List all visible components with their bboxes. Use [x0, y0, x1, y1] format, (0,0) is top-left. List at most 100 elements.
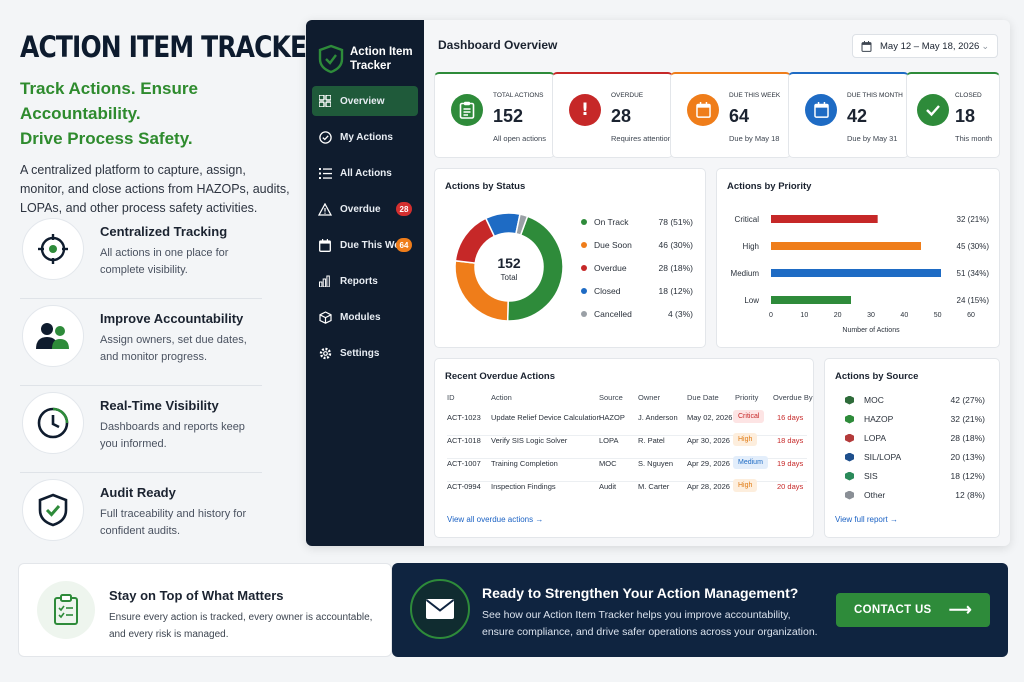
view-full-report-link[interactable]: View full report → [835, 515, 898, 524]
calendar-icon [861, 40, 872, 52]
x-tick-label: 60 [967, 312, 975, 319]
legend-value: 18 (12%) [658, 286, 694, 296]
table-row[interactable]: ACT-0994 Inspection Findings Audit M. Ca… [447, 479, 807, 505]
list-icon [318, 166, 332, 180]
sidebar-item-due-this-week[interactable]: Due This Week 64 [312, 230, 418, 260]
brand-line2: Tracker [350, 60, 391, 72]
priority-bar-chart: Critical 32 (21%) High 45 (30%) Medium 51 (34… [731, 215, 990, 334]
priority-badge: Medium [733, 456, 768, 469]
feature-title: Centralized Tracking [100, 224, 228, 239]
view-all-overdue-link[interactable]: View all overdue actions → [447, 515, 544, 524]
source-item: SIL/LOPA 20 (13%) [845, 452, 985, 462]
legend-dot [581, 242, 587, 248]
cell-owner: M. Carter [638, 482, 670, 491]
tagline-line2: Drive Process Safety. [20, 129, 193, 148]
kpi-due-this-month[interactable]: DUE THIS MONTH 42 Due by May 31 [788, 72, 909, 158]
cell-overdue: 18 days [777, 436, 804, 445]
col-header: Priority [735, 393, 759, 402]
kpi-sub: Requires attention [611, 134, 672, 143]
cube-icon [318, 310, 332, 324]
kpi-overdue[interactable]: ! OVERDUE 28 Requires attention [552, 72, 673, 158]
donut-center-value: 152 [497, 255, 521, 271]
kpi-sub: This month [955, 134, 993, 143]
kpi-total-actions[interactable]: TOTAL ACTIONS 152 All open actions [434, 72, 555, 158]
category-label: Critical [735, 215, 760, 224]
sidebar-item-modules[interactable]: Modules [312, 302, 418, 332]
category-label: Medium [731, 269, 760, 278]
kpi-closed[interactable]: CLOSED 18 This month [906, 72, 1000, 158]
source-label: LOPA [864, 433, 887, 443]
cell-id: ACT-1023 [447, 413, 481, 422]
banner-title: Ready to Strengthen Your Action Manageme… [482, 585, 799, 601]
x-tick-label: 30 [867, 312, 875, 319]
source-value: 28 (18%) [950, 433, 986, 443]
donut-slice-on-track[interactable] [506, 215, 564, 322]
feature-title: Real-Time Visibility [100, 398, 219, 413]
kpi-due-this-week[interactable]: DUE THIS WEEK 64 Due by May 18 [670, 72, 791, 158]
legend-item: Closed 18 (12%) [581, 286, 693, 296]
kpi-sub: All open actions [493, 134, 546, 143]
table-row[interactable]: ACT-1018 Verify SIS Logic Solver LOPA R.… [447, 433, 807, 459]
arrow-right-icon: ⟶ [948, 602, 972, 619]
hexagon-icon [845, 490, 854, 500]
donut-slice-cancelled[interactable] [515, 213, 529, 237]
chart-title: Actions by Priority [727, 181, 812, 192]
legend-label: Cancelled [594, 309, 632, 319]
sidebar-item-settings[interactable]: Settings [312, 338, 418, 368]
kpi-value: 42 [847, 106, 868, 126]
status-donut [454, 212, 564, 322]
x-tick-label: 50 [934, 312, 942, 319]
status-panel: Actions by Status 152 Total On Track 78 (… [434, 168, 706, 348]
sidebar-item-overview[interactable]: Overview [312, 86, 418, 116]
table-row[interactable]: ACT-1007 Training Completion MOC S. Nguy… [447, 456, 807, 482]
sidebar-item-my-actions[interactable]: My Actions [312, 122, 418, 152]
cell-source: HAZOP [599, 413, 625, 422]
bar-medium [771, 269, 941, 277]
col-header: Owner [638, 393, 661, 402]
sidebar-item-overdue[interactable]: Overdue 28 [312, 194, 418, 224]
feature-item: Audit Ready Full traceability and histor… [20, 473, 262, 560]
kpi-value: 64 [729, 106, 750, 126]
table-header: ID Action Source Owner Due Date Priority… [447, 393, 813, 407]
legend-dot [581, 288, 587, 294]
cell-action: Training Completion [491, 459, 558, 468]
tagline: Track Actions. Ensure Accountability. Dr… [20, 76, 290, 151]
cell-owner: J. Anderson [638, 413, 678, 422]
users-icon [22, 305, 84, 367]
cell-due: Apr 30, 2026 [687, 436, 730, 445]
cell-id: ACT-0994 [447, 482, 481, 491]
page-title: ACTION ITEM TRACKER [20, 30, 325, 64]
cell-owner: R. Patel [638, 436, 665, 445]
brand[interactable]: Action Item Tracker [306, 20, 424, 86]
contact-us-button[interactable]: CONTACT US ⟶ [836, 593, 990, 627]
col-header: Source [599, 393, 623, 402]
stay-on-top-banner: Stay on Top of What Matters Ensure every… [18, 563, 392, 657]
calendar-icon [805, 94, 837, 126]
legend-value: 46 (30%) [658, 240, 694, 250]
bar-value-label: 45 (30%) [957, 242, 990, 251]
x-tick-label: 10 [800, 312, 808, 319]
sidebar-item-all-actions[interactable]: All Actions [312, 158, 418, 188]
legend-dot [581, 219, 587, 225]
contact-us-label: CONTACT US [854, 604, 932, 616]
source-value: 32 (21%) [950, 414, 986, 424]
alert-icon: ! [569, 94, 601, 126]
legend-label: On Track [594, 217, 629, 227]
shield-check-icon [22, 479, 84, 541]
sidebar: Action Item Tracker Overview My Actions … [306, 20, 424, 546]
kpi-value: 18 [955, 106, 976, 126]
sidebar-item-label: Overdue [340, 203, 381, 215]
col-header: ID [447, 393, 455, 402]
sidebar-item-reports[interactable]: Reports [312, 266, 418, 296]
hexagon-icon [845, 395, 854, 405]
source-label: SIL/LOPA [864, 452, 902, 462]
table-row[interactable]: ACT-1023 Update Relief Device Calculatio… [447, 410, 807, 436]
date-range-picker[interactable]: May 12 – May 18, 2026 ⌄ [852, 34, 998, 58]
date-range-value: May 12 – May 18, 2026 [880, 40, 980, 52]
calendar-icon [687, 94, 719, 126]
sidebar-item-label: Overview [340, 95, 385, 107]
category-label: High [743, 242, 759, 251]
banner-desc: See how our Action Item Tracker helps yo… [482, 609, 818, 638]
feature-item: Centralized Tracking All actions in one … [20, 212, 262, 299]
feature-desc: All actions in one place for complete vi… [100, 247, 229, 276]
